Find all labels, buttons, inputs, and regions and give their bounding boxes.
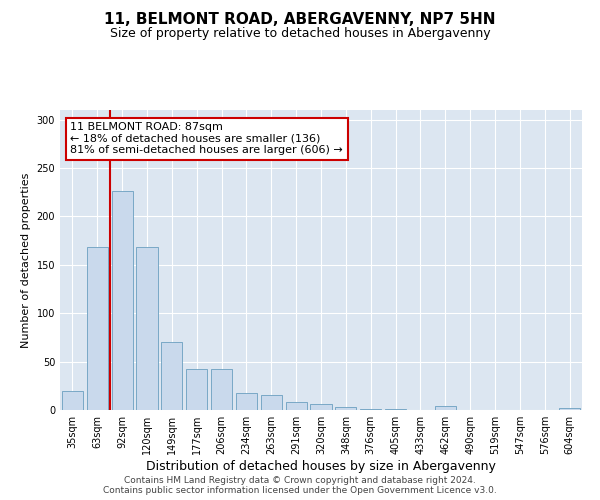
- Bar: [385, 409, 406, 410]
- Text: 11, BELMONT ROAD, ABERGAVENNY, NP7 5HN: 11, BELMONT ROAD, ABERGAVENNY, NP7 5HN: [104, 12, 496, 28]
- Bar: [62, 390, 83, 410]
- Bar: [211, 370, 232, 410]
- Bar: [335, 407, 356, 410]
- Y-axis label: Number of detached properties: Number of detached properties: [21, 172, 31, 348]
- X-axis label: Distribution of detached houses by size in Abergavenny: Distribution of detached houses by size …: [146, 460, 496, 473]
- Text: 11 BELMONT ROAD: 87sqm
← 18% of detached houses are smaller (136)
81% of semi-de: 11 BELMONT ROAD: 87sqm ← 18% of detached…: [70, 122, 343, 155]
- Bar: [136, 248, 158, 410]
- Text: Contains HM Land Registry data © Crown copyright and database right 2024.
Contai: Contains HM Land Registry data © Crown c…: [103, 476, 497, 495]
- Text: Size of property relative to detached houses in Abergavenny: Size of property relative to detached ho…: [110, 28, 490, 40]
- Bar: [286, 402, 307, 410]
- Bar: [112, 192, 133, 410]
- Bar: [360, 409, 381, 410]
- Bar: [161, 342, 182, 410]
- Bar: [310, 404, 332, 410]
- Bar: [186, 370, 207, 410]
- Bar: [261, 396, 282, 410]
- Bar: [87, 248, 108, 410]
- Bar: [435, 406, 456, 410]
- Bar: [236, 392, 257, 410]
- Bar: [559, 408, 580, 410]
